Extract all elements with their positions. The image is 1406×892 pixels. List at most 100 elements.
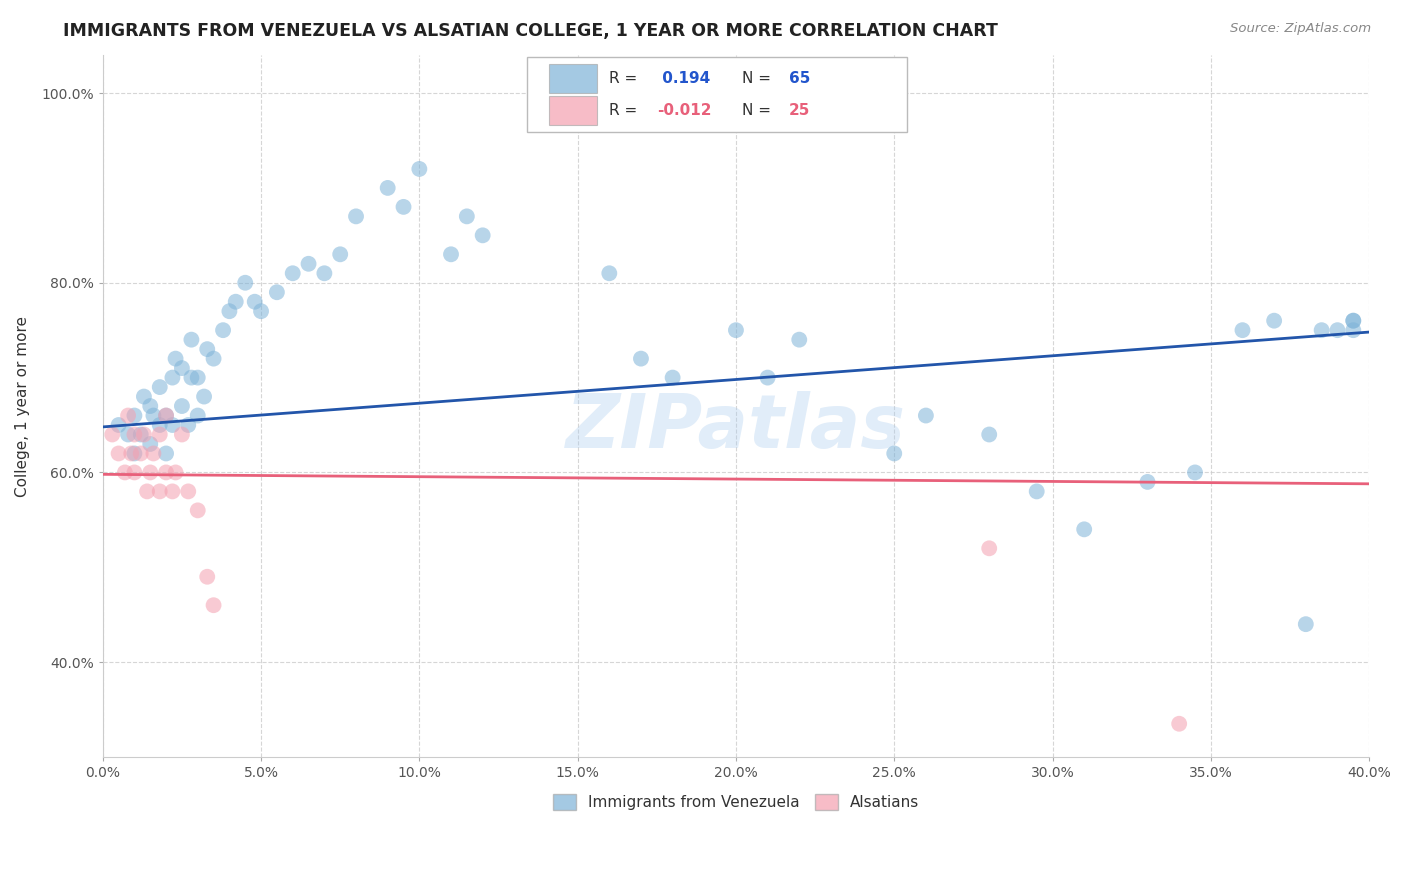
Point bbox=[193, 390, 215, 404]
Point bbox=[979, 541, 1001, 556]
Point bbox=[187, 503, 209, 517]
Point bbox=[344, 210, 367, 224]
Point bbox=[266, 285, 288, 300]
Point bbox=[117, 427, 139, 442]
Point bbox=[392, 200, 415, 214]
Point bbox=[149, 380, 172, 394]
Point bbox=[124, 427, 146, 442]
Point bbox=[233, 276, 256, 290]
Point bbox=[120, 446, 142, 460]
Point bbox=[132, 390, 155, 404]
Point bbox=[1073, 522, 1095, 536]
Point bbox=[329, 247, 352, 261]
Point bbox=[142, 409, 165, 423]
Text: 25: 25 bbox=[789, 103, 810, 118]
Point bbox=[377, 181, 399, 195]
Point bbox=[218, 304, 240, 318]
Text: 0.194: 0.194 bbox=[658, 71, 710, 87]
Point bbox=[139, 399, 162, 413]
FancyBboxPatch shape bbox=[527, 56, 907, 132]
Point bbox=[1184, 466, 1206, 480]
Point bbox=[149, 417, 172, 432]
Text: Source: ZipAtlas.com: Source: ZipAtlas.com bbox=[1230, 22, 1371, 36]
Point bbox=[661, 370, 683, 384]
Point bbox=[155, 409, 177, 423]
Point bbox=[177, 484, 200, 499]
Point bbox=[117, 409, 139, 423]
Point bbox=[202, 598, 225, 612]
Point bbox=[440, 247, 463, 261]
Point bbox=[1295, 617, 1317, 632]
Point bbox=[165, 466, 187, 480]
Text: N =: N = bbox=[742, 103, 776, 118]
Point bbox=[107, 417, 129, 432]
Point bbox=[132, 427, 155, 442]
Point bbox=[225, 294, 247, 309]
Point bbox=[149, 427, 172, 442]
Point bbox=[162, 417, 184, 432]
Point bbox=[155, 446, 177, 460]
Point bbox=[243, 294, 266, 309]
Text: ZIPatlas: ZIPatlas bbox=[567, 391, 905, 464]
Text: IMMIGRANTS FROM VENEZUELA VS ALSATIAN COLLEGE, 1 YEAR OR MORE CORRELATION CHART: IMMIGRANTS FROM VENEZUELA VS ALSATIAN CO… bbox=[63, 22, 998, 40]
Point bbox=[883, 446, 905, 460]
Point bbox=[202, 351, 225, 366]
Point bbox=[1343, 314, 1365, 328]
Point bbox=[124, 446, 146, 460]
Bar bbox=[548, 95, 596, 125]
Point bbox=[155, 466, 177, 480]
Point bbox=[787, 333, 810, 347]
Point bbox=[756, 370, 779, 384]
Point bbox=[107, 446, 129, 460]
Point bbox=[155, 409, 177, 423]
Point bbox=[598, 266, 620, 280]
Point bbox=[180, 370, 202, 384]
Legend: Immigrants from Venezuela, Alsatians: Immigrants from Venezuela, Alsatians bbox=[547, 788, 925, 816]
Point bbox=[180, 333, 202, 347]
Point bbox=[1263, 314, 1285, 328]
Point bbox=[149, 484, 172, 499]
Point bbox=[1025, 484, 1047, 499]
Point bbox=[456, 210, 478, 224]
Point bbox=[1232, 323, 1254, 337]
Point bbox=[139, 437, 162, 451]
Point bbox=[195, 570, 218, 584]
Point bbox=[630, 351, 652, 366]
Point bbox=[165, 351, 187, 366]
Y-axis label: College, 1 year or more: College, 1 year or more bbox=[15, 316, 30, 497]
Point bbox=[915, 409, 938, 423]
Point bbox=[170, 427, 193, 442]
Point bbox=[195, 342, 218, 356]
Text: R =: R = bbox=[609, 71, 643, 87]
Point bbox=[250, 304, 273, 318]
Point bbox=[212, 323, 235, 337]
Point bbox=[187, 370, 209, 384]
Point bbox=[101, 427, 124, 442]
Point bbox=[1326, 323, 1348, 337]
Point bbox=[170, 361, 193, 376]
Point bbox=[1310, 323, 1333, 337]
Point bbox=[979, 427, 1001, 442]
Point bbox=[177, 417, 200, 432]
Point bbox=[187, 409, 209, 423]
Text: 65: 65 bbox=[789, 71, 810, 87]
Bar bbox=[548, 64, 596, 94]
Point bbox=[314, 266, 336, 280]
Point bbox=[471, 228, 494, 243]
Text: -0.012: -0.012 bbox=[658, 103, 711, 118]
Point bbox=[162, 484, 184, 499]
Point bbox=[724, 323, 747, 337]
Point bbox=[162, 370, 184, 384]
Point bbox=[129, 427, 152, 442]
Point bbox=[1343, 323, 1365, 337]
Point bbox=[142, 446, 165, 460]
Point bbox=[1136, 475, 1159, 489]
Point bbox=[408, 161, 430, 176]
Point bbox=[139, 466, 162, 480]
Text: R =: R = bbox=[609, 103, 643, 118]
Point bbox=[114, 466, 136, 480]
Point bbox=[1168, 716, 1191, 731]
Point bbox=[124, 466, 146, 480]
Point bbox=[124, 409, 146, 423]
Text: N =: N = bbox=[742, 71, 776, 87]
